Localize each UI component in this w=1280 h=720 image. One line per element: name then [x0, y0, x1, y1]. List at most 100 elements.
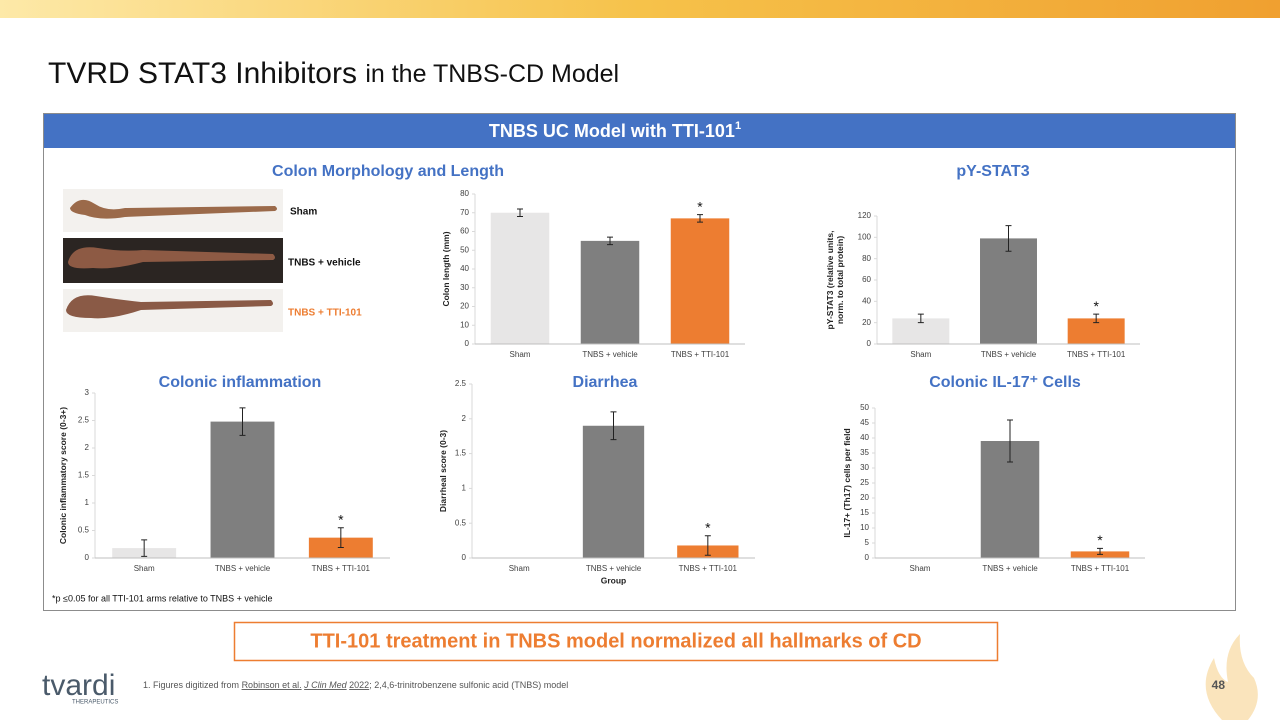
- bar: [670, 218, 730, 344]
- x-tick-label: TNBS + TTI-101: [679, 564, 738, 573]
- y-axis-label: pY-STAT3 (relative units,norm. to total …: [825, 231, 845, 330]
- conclusion: TTI-101 treatment in TNBS model normaliz…: [310, 630, 921, 652]
- x-tick-label: TNBS + vehicle: [215, 564, 271, 573]
- error-bar: [1007, 419, 1013, 463]
- significance-marker: *: [1093, 298, 1099, 314]
- content-frame: [43, 113, 1236, 611]
- x-tick-label: Sham: [910, 350, 931, 359]
- y-tick-label: 2: [462, 414, 467, 423]
- footnote: *p ≤0.05 for all TTI-101 arms relative t…: [52, 593, 272, 603]
- error-bar: [704, 535, 711, 556]
- y-tick-label: 2.5: [455, 379, 467, 388]
- ref-year: 2022: [349, 680, 369, 690]
- y-axis-label-line: Colon length (mm): [441, 231, 451, 306]
- y-axis-label-line: IL-17+ (Th17) cells per field: [842, 428, 852, 537]
- y-tick-label: 45: [860, 418, 869, 427]
- y-tick-label: 30: [860, 463, 869, 472]
- y-tick-label: 1.5: [78, 471, 90, 480]
- x-tick-label: Sham: [134, 564, 155, 573]
- reference: 1. Figures digitized from Robinson et al…: [143, 680, 568, 690]
- ref-authors: Robinson et al.: [242, 680, 302, 690]
- y-tick-label: 60: [460, 227, 469, 236]
- x-tick-label: Sham: [510, 350, 531, 359]
- bar: [490, 212, 550, 344]
- chart-title: Colonic IL-17⁺ Cells: [929, 374, 1081, 391]
- y-tick-label: 0: [462, 553, 467, 562]
- y-tick-label: 50: [860, 403, 869, 412]
- error-bar: [697, 214, 703, 223]
- error-bar: [141, 539, 148, 557]
- colon-sham: [70, 199, 277, 219]
- y-axis-label-line: norm. to total protein): [835, 236, 845, 324]
- y-tick-label: 30: [460, 283, 469, 292]
- bar: [582, 425, 645, 558]
- x-tick-label: TNBS + TTI-101: [312, 564, 371, 573]
- y-tick-label: 0.5: [455, 518, 467, 527]
- y-tick-label: 1: [462, 484, 467, 493]
- title-main: TVRD STAT3 Inhibitors: [48, 57, 357, 90]
- photo-label: Sham: [290, 207, 317, 218]
- x-tick-label: Sham: [509, 564, 530, 573]
- morphology-title: Colon Morphology and Length: [272, 163, 504, 180]
- y-tick-label: 0: [465, 339, 470, 348]
- error-bar: [1005, 225, 1012, 252]
- flame-logo: [1205, 634, 1258, 720]
- error-bar: [610, 411, 617, 441]
- banner-text: TNBS UC Model with TTI-1011: [489, 120, 741, 141]
- y-tick-label: 20: [460, 302, 469, 311]
- ref-rest: ; 2,4,6-trinitrobenzene sulfonic acid (T…: [369, 680, 568, 690]
- chart-title: pY-STAT3: [956, 163, 1029, 180]
- conclusion-box: [233, 621, 999, 662]
- y-axis-label-line: Colonic inflammatory score (0-3+): [58, 407, 68, 544]
- x-tick-label: TNBS + TTI-101: [1067, 350, 1126, 359]
- y-tick-label: 10: [460, 320, 469, 329]
- title-rest: in the TNBS-CD Model: [365, 60, 619, 88]
- top-band: [0, 0, 1280, 18]
- logo-tagline: THERAPEUTICS: [72, 700, 118, 706]
- y-tick-label: 0: [85, 553, 90, 562]
- y-axis-label: IL-17+ (Th17) cells per field: [842, 428, 852, 537]
- bar: [980, 238, 1037, 344]
- x-tick-label: TNBS + vehicle: [586, 564, 642, 573]
- y-tick-label: 10: [860, 523, 869, 532]
- significance-marker: *: [338, 511, 344, 527]
- photo-label: TNBS + vehicle: [288, 258, 361, 269]
- y-tick-label: 20: [862, 318, 871, 327]
- y-tick-label: 35: [860, 448, 869, 457]
- significance-marker: *: [697, 198, 703, 214]
- y-tick-label: 120: [858, 211, 872, 220]
- photo-label: TNBS + TTI-101: [288, 308, 362, 319]
- x-tick-label: TNBS + TTI-101: [671, 350, 730, 359]
- logo-name: tvardi: [42, 669, 115, 702]
- y-axis-label: Colonic inflammatory score (0-3+): [58, 407, 68, 544]
- error-bar: [607, 236, 613, 246]
- page-number: 48: [1212, 678, 1226, 692]
- y-axis-label-line: Diarrheal score (0-3): [438, 430, 448, 512]
- error-bar: [917, 313, 924, 324]
- banner-sup: 1: [735, 120, 741, 132]
- y-tick-label: 100: [858, 232, 872, 241]
- colon-tti101: [66, 295, 273, 319]
- x-tick-label: Sham: [910, 564, 931, 573]
- error-bar: [517, 208, 523, 217]
- x-tick-label: TNBS + vehicle: [582, 350, 638, 359]
- y-tick-label: 20: [860, 493, 869, 502]
- ref-journal: J Clin Med: [303, 680, 348, 690]
- x-tick-label: TNBS + TTI-101: [1071, 564, 1130, 573]
- colon-vehicle: [68, 247, 275, 269]
- chart-title: Colonic inflammation: [159, 374, 322, 391]
- bar: [580, 240, 640, 344]
- y-tick-label: 0: [865, 553, 870, 562]
- y-axis-label: Diarrheal score (0-3): [438, 430, 448, 512]
- y-tick-label: 15: [860, 508, 869, 517]
- y-tick-label: 50: [460, 245, 469, 254]
- y-tick-label: 1.5: [455, 449, 467, 458]
- y-tick-label: 2: [85, 443, 90, 452]
- y-tick-label: 5: [865, 538, 870, 547]
- error-bar: [239, 407, 246, 436]
- y-axis-label: Colon length (mm): [441, 231, 451, 306]
- error-bar: [1093, 313, 1100, 324]
- y-tick-label: 0: [867, 339, 872, 348]
